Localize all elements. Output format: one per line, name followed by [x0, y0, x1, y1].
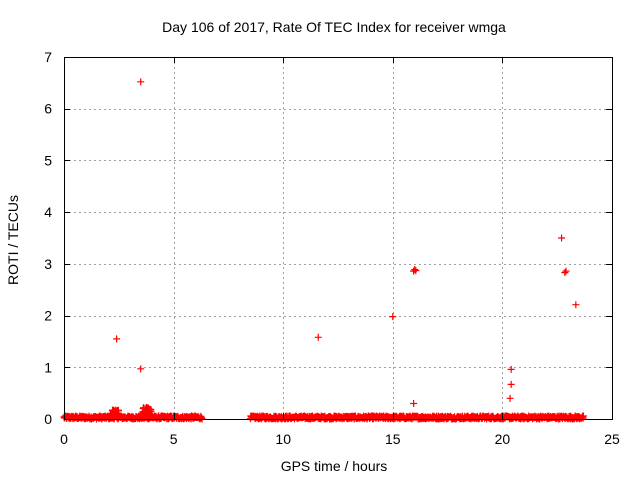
y-tick-label: 4 [44, 204, 52, 220]
data-point [113, 335, 121, 343]
x-tick-label: 25 [604, 431, 620, 447]
data-point [137, 78, 145, 86]
x-tick-label: 10 [275, 431, 291, 447]
x-tick-label: 5 [170, 431, 178, 447]
x-tick-label: 20 [495, 431, 511, 447]
axis-layer: 0 5 10 15 20 25 0 1 2 3 4 5 6 7 [44, 49, 620, 447]
y-axis-label: ROTI / TECUs [5, 195, 21, 285]
plot-frame [64, 57, 613, 420]
data-point [137, 365, 145, 373]
y-tick-label: 7 [44, 49, 52, 65]
data-layer [60, 78, 587, 423]
data-point [507, 365, 515, 373]
baseline-cluster [246, 412, 587, 423]
y-tick-label: 3 [44, 256, 52, 272]
burst-cluster [106, 406, 122, 420]
y-tick-label: 6 [44, 101, 52, 117]
data-point [562, 267, 570, 275]
label-layer: Day 106 of 2017, Rate Of TEC Index for r… [5, 19, 506, 474]
x-tick-label: 0 [60, 431, 68, 447]
grid-layer [64, 57, 612, 419]
data-point [314, 333, 322, 341]
y-tick-label: 1 [44, 359, 52, 375]
data-point [389, 313, 397, 321]
burst-cluster [139, 403, 155, 420]
y-tick-label: 0 [44, 411, 52, 427]
data-point [412, 267, 420, 275]
data-point [572, 301, 580, 309]
baseline-cluster [60, 412, 206, 423]
x-axis-label: GPS time / hours [281, 458, 388, 474]
data-point [411, 266, 419, 274]
x-tick-label: 15 [385, 431, 401, 447]
data-point [410, 399, 418, 407]
data-point [506, 394, 514, 402]
data-point [507, 380, 515, 388]
y-tick-label: 5 [44, 152, 52, 168]
y-tick-label: 2 [44, 308, 52, 324]
chart-title: Day 106 of 2017, Rate Of TEC Index for r… [162, 19, 506, 35]
data-point [558, 234, 566, 242]
data-point [561, 269, 569, 277]
